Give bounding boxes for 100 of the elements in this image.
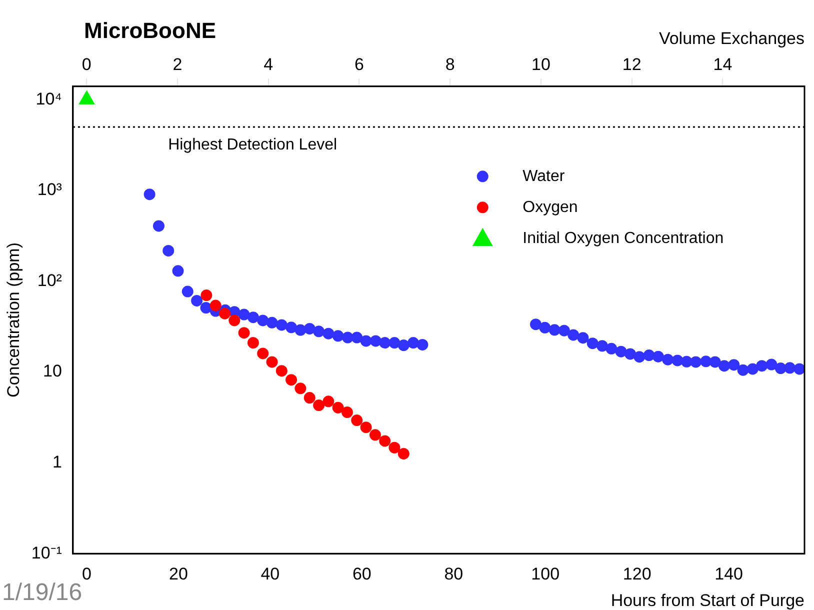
x-tick-label: 60	[352, 564, 372, 584]
point	[276, 319, 288, 331]
point	[313, 400, 325, 412]
point	[680, 356, 692, 368]
legend-label: Water	[522, 168, 566, 185]
point	[342, 332, 354, 344]
point	[577, 332, 589, 344]
point	[774, 362, 786, 374]
legend-label: Initial Oxygen Concentration	[522, 230, 724, 247]
y-tick-label: 1	[52, 452, 62, 472]
x2-tick-label: 10	[532, 54, 550, 74]
point	[200, 290, 212, 302]
point	[416, 338, 428, 350]
point	[548, 324, 560, 336]
point	[266, 316, 278, 328]
x2-axis-title: Volume Exchanges	[658, 29, 804, 48]
point	[672, 354, 684, 366]
point	[191, 294, 203, 306]
point	[709, 356, 721, 368]
point	[606, 342, 618, 354]
text: 1/19/16	[2, 579, 82, 606]
point	[369, 429, 381, 441]
point	[558, 324, 570, 336]
point	[238, 308, 250, 320]
y-tick-label: 10⁻¹	[31, 543, 62, 562]
point	[737, 364, 749, 376]
y-axis-title: Concentration (ppm)	[4, 242, 23, 398]
point	[276, 365, 288, 377]
point	[408, 337, 420, 349]
y-tick-label: 10²	[37, 270, 62, 290]
x-tick-label: 80	[444, 564, 464, 584]
point	[379, 435, 391, 447]
point	[144, 188, 156, 200]
point	[746, 363, 758, 375]
point	[351, 414, 363, 426]
point	[700, 356, 712, 368]
point	[172, 265, 184, 277]
chart-title: MicroBooNE	[84, 18, 216, 43]
point	[257, 348, 269, 360]
legend-label: Oxygen	[522, 198, 578, 216]
point	[718, 360, 730, 372]
point	[286, 322, 298, 334]
point	[586, 338, 598, 350]
point	[643, 350, 655, 362]
point	[238, 327, 250, 339]
x2-tick-label: 12	[622, 54, 642, 74]
point	[634, 351, 646, 363]
x2-tick-label: 6	[354, 54, 364, 74]
point	[652, 350, 664, 362]
point	[322, 396, 334, 408]
point	[304, 322, 316, 334]
point	[530, 318, 542, 330]
point	[304, 392, 316, 404]
point	[794, 363, 804, 375]
point	[313, 326, 325, 338]
point	[756, 360, 768, 372]
point	[228, 314, 240, 326]
point	[690, 356, 702, 368]
point	[596, 340, 608, 352]
point	[388, 442, 400, 454]
point	[615, 346, 627, 358]
y-tick-label: 10⁴	[36, 89, 62, 108]
ref-line-label: Highest Detection Level	[168, 136, 338, 154]
point	[247, 312, 259, 324]
point	[784, 362, 796, 374]
x-tick-label: 120	[622, 564, 652, 584]
point	[162, 244, 174, 256]
point	[388, 337, 400, 349]
point	[200, 302, 212, 314]
x-axis-title: Hours from Start of Purge	[610, 591, 804, 610]
point	[182, 286, 194, 298]
point	[152, 220, 164, 232]
point	[398, 448, 410, 460]
x-tick-label: 20	[168, 564, 188, 584]
point	[379, 337, 391, 349]
point	[322, 328, 334, 340]
point	[662, 354, 674, 366]
point	[266, 356, 278, 368]
point	[766, 358, 778, 370]
point	[728, 359, 740, 371]
x2-tick-label: 0	[82, 54, 92, 74]
point	[539, 322, 551, 334]
point	[219, 308, 231, 320]
y-tick-label: 10³	[37, 180, 62, 200]
point	[286, 374, 298, 386]
point	[332, 402, 344, 414]
point	[294, 324, 306, 336]
point	[332, 330, 344, 342]
y-tick-label: 10	[43, 362, 62, 381]
x-tick-label: 40	[260, 564, 280, 584]
point	[341, 406, 353, 418]
point	[257, 314, 269, 326]
point	[360, 422, 372, 434]
point	[247, 337, 259, 349]
point	[370, 335, 382, 347]
x2-tick-label: 2	[172, 54, 182, 74]
x-tick-label: 100	[531, 564, 560, 584]
point	[210, 300, 222, 312]
x2-tick-label: 4	[264, 54, 274, 74]
x2-tick-label: 8	[445, 54, 455, 74]
